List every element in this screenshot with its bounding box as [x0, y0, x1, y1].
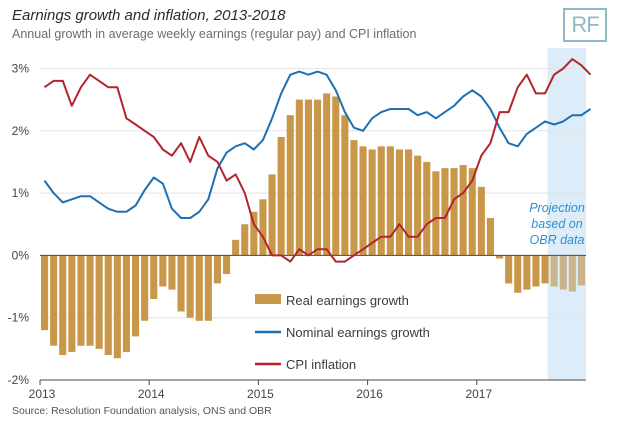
bar-real-earnings	[113, 255, 121, 359]
line-nominal-earnings	[43, 70, 592, 219]
bar-real-earnings	[323, 93, 331, 256]
bar-real-earnings	[177, 255, 185, 312]
bar-real-earnings	[59, 255, 67, 356]
bar-real-earnings	[250, 211, 258, 256]
earnings-chart: -2% -1% 0% 1% 2% 3% 2013 2014 2015 2016 2017 Real e…	[8, 48, 592, 400]
bar-real-earnings	[50, 255, 58, 346]
bar-real-earnings	[132, 255, 140, 337]
y-tick-label: 3%	[12, 61, 30, 75]
bar-real-earnings	[204, 255, 212, 321]
y-tick-label: 2%	[12, 124, 30, 138]
bar-real-earnings	[213, 255, 221, 284]
bar-real-earnings	[432, 171, 440, 256]
x-tick-label: 2014	[138, 387, 165, 400]
bar-real-earnings	[86, 255, 94, 346]
bar-real-earnings	[241, 224, 249, 256]
x-tick-label: 2016	[356, 387, 383, 400]
rf-logo: RF	[563, 8, 607, 42]
bar-real-earnings	[496, 255, 504, 259]
x-tick-label: 2013	[29, 387, 56, 400]
bar-real-earnings	[150, 255, 158, 299]
bar-real-earnings	[514, 255, 522, 293]
bar-real-earnings	[459, 165, 467, 256]
bar-real-earnings	[523, 255, 531, 290]
bar-real-earnings	[395, 149, 403, 256]
y-tick-label: 0%	[12, 248, 30, 262]
bar-real-earnings	[168, 255, 176, 290]
bar-real-earnings	[350, 140, 358, 256]
bar-real-earnings	[577, 255, 585, 286]
bar-real-earnings	[341, 115, 349, 256]
legend-label: Nominal earnings growth	[286, 325, 430, 340]
bar-real-earnings	[532, 255, 540, 287]
x-tick-label: 2017	[465, 387, 492, 400]
bar-real-earnings	[559, 255, 567, 290]
bar-real-earnings	[286, 115, 294, 256]
bar-real-earnings	[141, 255, 149, 321]
bar-real-earnings	[423, 161, 431, 256]
bar-real-earnings	[304, 99, 312, 256]
bar-real-earnings	[159, 255, 167, 287]
bar-real-earnings	[95, 255, 103, 349]
bar-real-earnings	[377, 146, 385, 256]
x-tick-label: 2015	[247, 387, 274, 400]
bar-real-earnings	[259, 199, 267, 256]
bar-real-earnings	[468, 168, 476, 256]
bar-real-earnings	[122, 255, 130, 352]
bar-real-earnings	[550, 255, 558, 287]
bar-real-earnings	[314, 99, 322, 256]
bar-real-earnings	[41, 255, 49, 331]
projection-shade	[547, 48, 586, 380]
source-note: Source: Resolution Foundation analysis, …	[12, 405, 272, 417]
bar-real-earnings	[195, 255, 203, 321]
y-tick-label: 1%	[12, 186, 30, 200]
y-tick-label: -2%	[8, 373, 30, 387]
bar-real-earnings	[486, 218, 494, 256]
projection-note: Projection	[529, 201, 585, 215]
bar-real-earnings	[277, 137, 285, 256]
bar-real-earnings	[332, 96, 340, 256]
bar-real-earnings	[359, 146, 367, 256]
bar-real-earnings	[441, 168, 449, 256]
legend-label: Real earnings growth	[286, 293, 409, 308]
line-cpi-inflation	[43, 58, 592, 263]
bar-real-earnings	[186, 255, 194, 318]
bar-real-earnings	[541, 255, 549, 284]
bar-real-earnings	[414, 155, 422, 256]
legend-swatch-real-earnings	[255, 294, 281, 304]
bar-real-earnings	[68, 255, 76, 352]
bar-real-earnings	[477, 186, 485, 256]
chart-title: Earnings growth and inflation, 2013-2018	[12, 7, 286, 24]
bar-real-earnings	[295, 99, 303, 256]
bar-real-earnings	[450, 168, 458, 256]
bar-real-earnings	[223, 255, 231, 275]
bar-real-earnings	[104, 255, 112, 356]
projection-note: OBR data	[530, 233, 585, 247]
bar-real-earnings	[386, 146, 394, 256]
chart-subtitle: Annual growth in average weekly earnings…	[12, 27, 417, 41]
y-tick-label: -1%	[8, 311, 30, 325]
legend-label: CPI inflation	[286, 357, 356, 372]
bar-real-earnings	[505, 255, 513, 284]
bar-real-earnings	[77, 255, 85, 346]
bar-real-earnings	[368, 149, 376, 256]
projection-note: based on	[531, 217, 582, 231]
bar-real-earnings	[568, 255, 576, 292]
bar-real-earnings	[232, 239, 240, 256]
bar-real-earnings	[268, 174, 276, 256]
bar-real-earnings	[405, 149, 413, 256]
